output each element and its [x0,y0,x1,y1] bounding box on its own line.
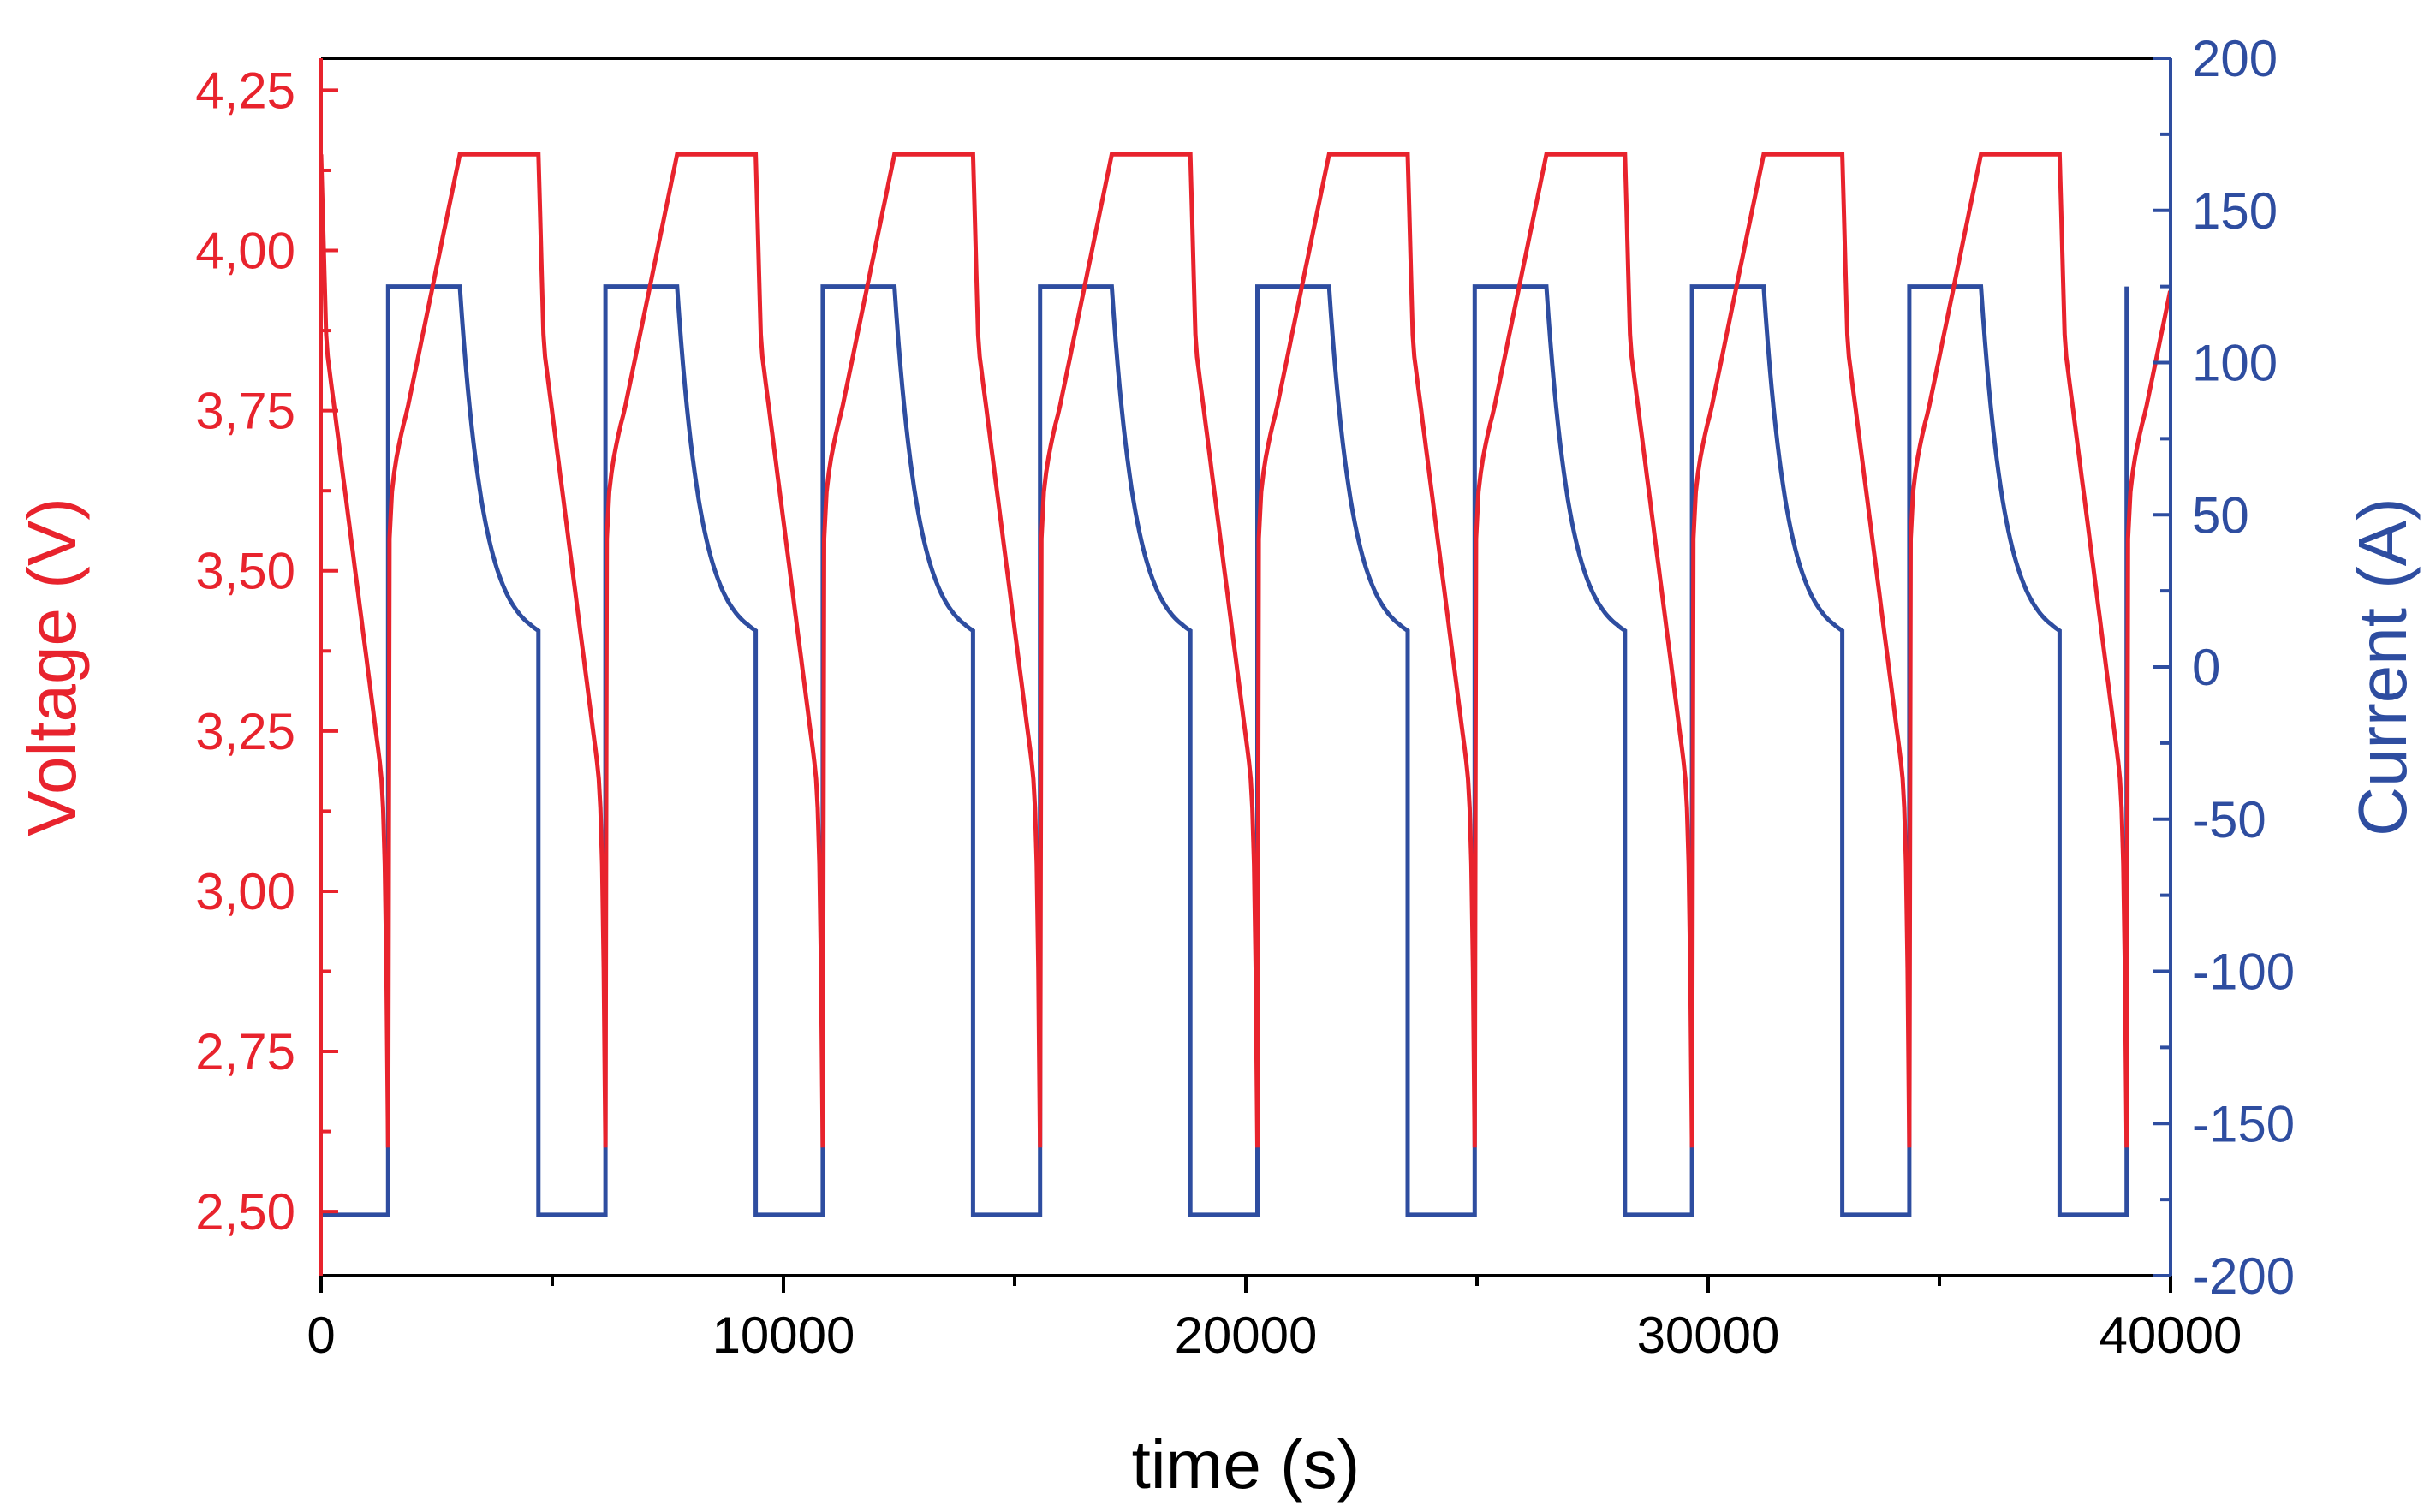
x-tick-label: 40000 [2099,1307,2242,1364]
y-right-tick-label: -50 [2192,791,2266,848]
y-left-tick-label: 3,50 [195,543,295,600]
x-axis-title: time (s) [1132,1426,1361,1503]
x-tick-label: 0 [307,1307,335,1364]
y-left-axis-ticks: 2,50 2,75 3,00 3,25 3,50 3,75 4,00 4,25 [195,62,338,1241]
plot-frame [319,57,2172,1277]
y-right-tick-label: -100 [2192,944,2295,1001]
y-left-tick-label: 3,00 [195,863,295,920]
y-left-tick-label: 4,25 [195,62,295,119]
y-right-axis-title: Current (A) [2344,497,2421,836]
y-left-tick-label: 2,75 [195,1023,295,1080]
y-left-tick-label: 4,00 [195,223,295,280]
current-series-line [321,284,2129,1217]
x-tick-label: 20000 [1175,1307,1318,1364]
y-left-tick-label: 3,75 [195,383,295,440]
x-tick-label: 10000 [712,1307,855,1364]
y-right-tick-label: 50 [2192,486,2249,544]
y-right-tick-label: 100 [2192,335,2278,392]
plot-area [319,152,2173,1217]
y-right-tick-label: 150 [2192,182,2278,240]
y-right-axis-ticks: -200 -150 -100 -50 0 50 100 150 200 [2153,30,2295,1305]
y-left-tick-label: 2,50 [195,1183,295,1241]
x-tick-label: 30000 [1637,1307,1780,1364]
x-axis-ticks: 0 10000 20000 30000 40000 [307,1276,2242,1364]
voltage-series-line [319,152,2173,1148]
y-right-tick-label: 200 [2192,30,2278,87]
y-right-tick-label: -200 [2192,1247,2295,1305]
y-right-tick-label: 0 [2192,639,2220,696]
y-right-tick-label: -150 [2192,1095,2295,1152]
y-left-axis-title: Voltage (V) [14,497,90,836]
y-left-tick-label: 3,25 [195,703,295,760]
